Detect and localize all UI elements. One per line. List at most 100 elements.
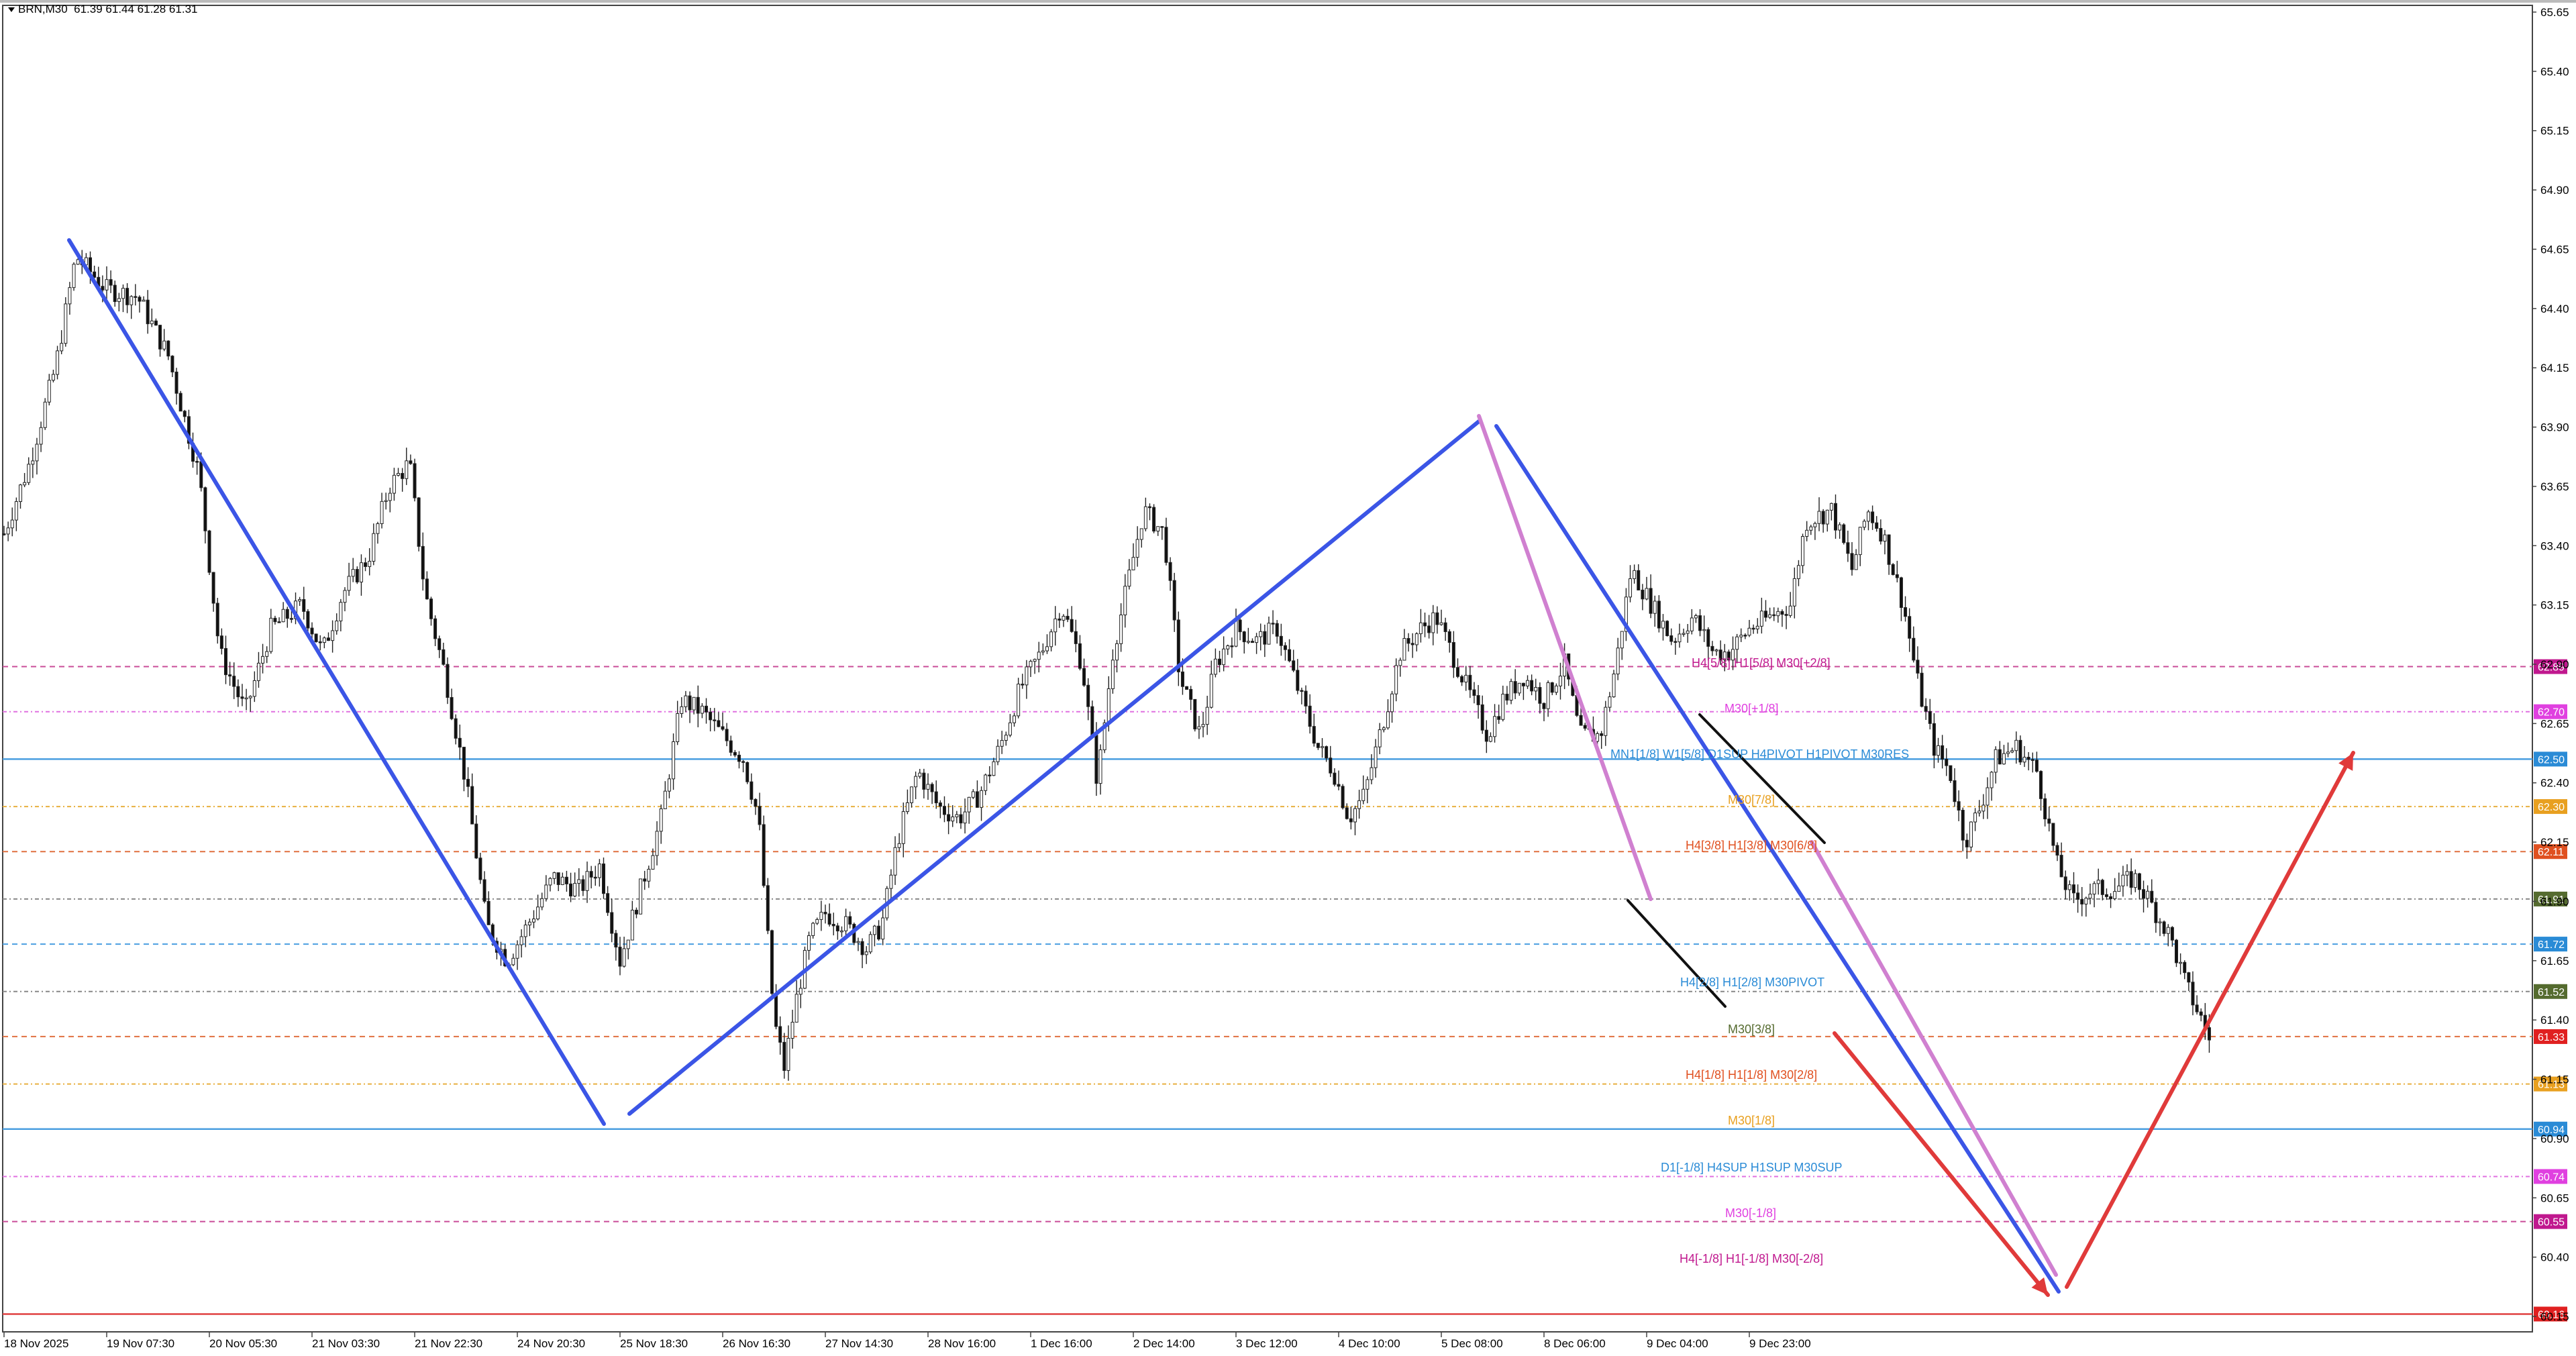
candle-body [1916,660,1920,674]
candle-body [1657,601,1661,629]
candle-body [831,924,835,927]
price-tag: 62.11 [2534,844,2567,859]
candle-body [1357,800,1361,809]
candle-body [552,872,556,879]
candle-body [741,761,745,763]
candle-body [1706,629,1710,647]
candle-body [1439,622,1443,625]
candle-body [2154,902,2158,923]
x-tick-label: 24 Nov 20:30 [517,1337,585,1350]
candle-body [1074,631,1078,644]
candle-body [540,898,544,908]
candle-body [1308,705,1312,727]
candle-body [877,925,881,940]
candle-body [1776,611,1780,617]
candle-body [1641,589,1645,600]
candle-body [1447,631,1451,643]
candle-body [1624,596,1628,632]
candle-body [1325,746,1329,759]
candle-body [1953,780,1957,802]
candle-body [1620,631,1624,649]
candle-body [634,909,638,915]
candle-body [667,778,671,792]
candle-body [1579,715,1583,726]
candle-body [310,627,314,635]
candle-body [2117,885,2121,892]
x-tick-label: 21 Nov 22:30 [415,1337,482,1350]
candle-body [2067,884,2071,890]
candle-body [996,745,1000,762]
candle-body [1414,633,1419,645]
candle-body [897,843,901,848]
candle-body [380,501,384,525]
candle-body [359,562,363,582]
candle-body [355,569,359,582]
candle-body [1542,702,1546,709]
candle-body [1255,636,1259,643]
candle-body [240,696,244,699]
candle-body [2055,845,2059,856]
candle-body [1838,524,1842,531]
candle-body [244,697,248,700]
candle-body [335,620,339,631]
candle-body [1062,615,1066,621]
candle-body [1455,667,1459,677]
candle-body [914,776,918,788]
price-tag-label: 61.91 [2538,894,2565,906]
candle-body [1990,772,1994,788]
candle-body [1156,526,1160,532]
candle-body [1768,614,1772,618]
candle-body [1550,682,1554,693]
price-tag-label: 62.70 [2538,707,2565,719]
candle-body [1176,619,1180,672]
candle-body [1722,651,1727,660]
candle-body [1119,614,1123,644]
candle-body [470,786,474,825]
candle-body [384,500,388,503]
dropdown-triangle-icon[interactable] [8,7,15,13]
candle-body [618,947,622,967]
y-tick-label: 60.90 [2540,1133,2569,1145]
murrey-levels [3,666,2532,1315]
candle-body [1406,638,1410,644]
y-tick-label: 61.90 [2540,895,2569,908]
candle-body [207,530,211,573]
candle-body [839,930,843,933]
candle-body [515,944,519,959]
y-tick-label: 63.40 [2540,539,2569,552]
candle-body [18,484,22,503]
candle-body [1115,643,1119,661]
level-label: M30[+1/8] [1724,702,1779,715]
x-tick-label: 26 Nov 16:30 [723,1337,790,1350]
candle-body [1394,665,1398,694]
y-tick-label: 64.15 [2540,362,2569,374]
candle-body [1600,733,1604,736]
y-tick-label: 62.90 [2540,658,2569,671]
candle-body [1246,641,1250,643]
candle-body [1451,641,1455,668]
candle-body [519,936,523,945]
candle-body [926,784,930,790]
candle-body [2162,921,2166,934]
candle-body [1226,645,1230,649]
level-label: D1[-1/8] H4SUP H1SUP M30SUP [1661,1161,1842,1174]
y-tick-label: 61.65 [2540,955,2569,968]
candle-body [326,637,330,641]
candle-body [602,864,606,894]
candle-body [762,824,766,886]
level-labels: H4[5/8] H1[5/8] M30[+2/8] 62.89 M30[+1/8] 6… [1610,656,2567,1322]
x-tick-label: 21 Nov 03:30 [312,1337,380,1350]
candle-body [1234,619,1238,647]
candle-body [347,576,351,591]
candle-body [113,284,117,303]
level-label: H4[2/8] H1[2/8] M30PIVOT [1680,976,1824,989]
candle-body [975,791,979,808]
candle-body [1321,746,1325,748]
price-tag-label: 62.89 [2538,662,2565,674]
candle-body [125,288,130,305]
candle-body [889,874,893,889]
candle-body [47,380,51,403]
candle-body [2080,898,2084,904]
